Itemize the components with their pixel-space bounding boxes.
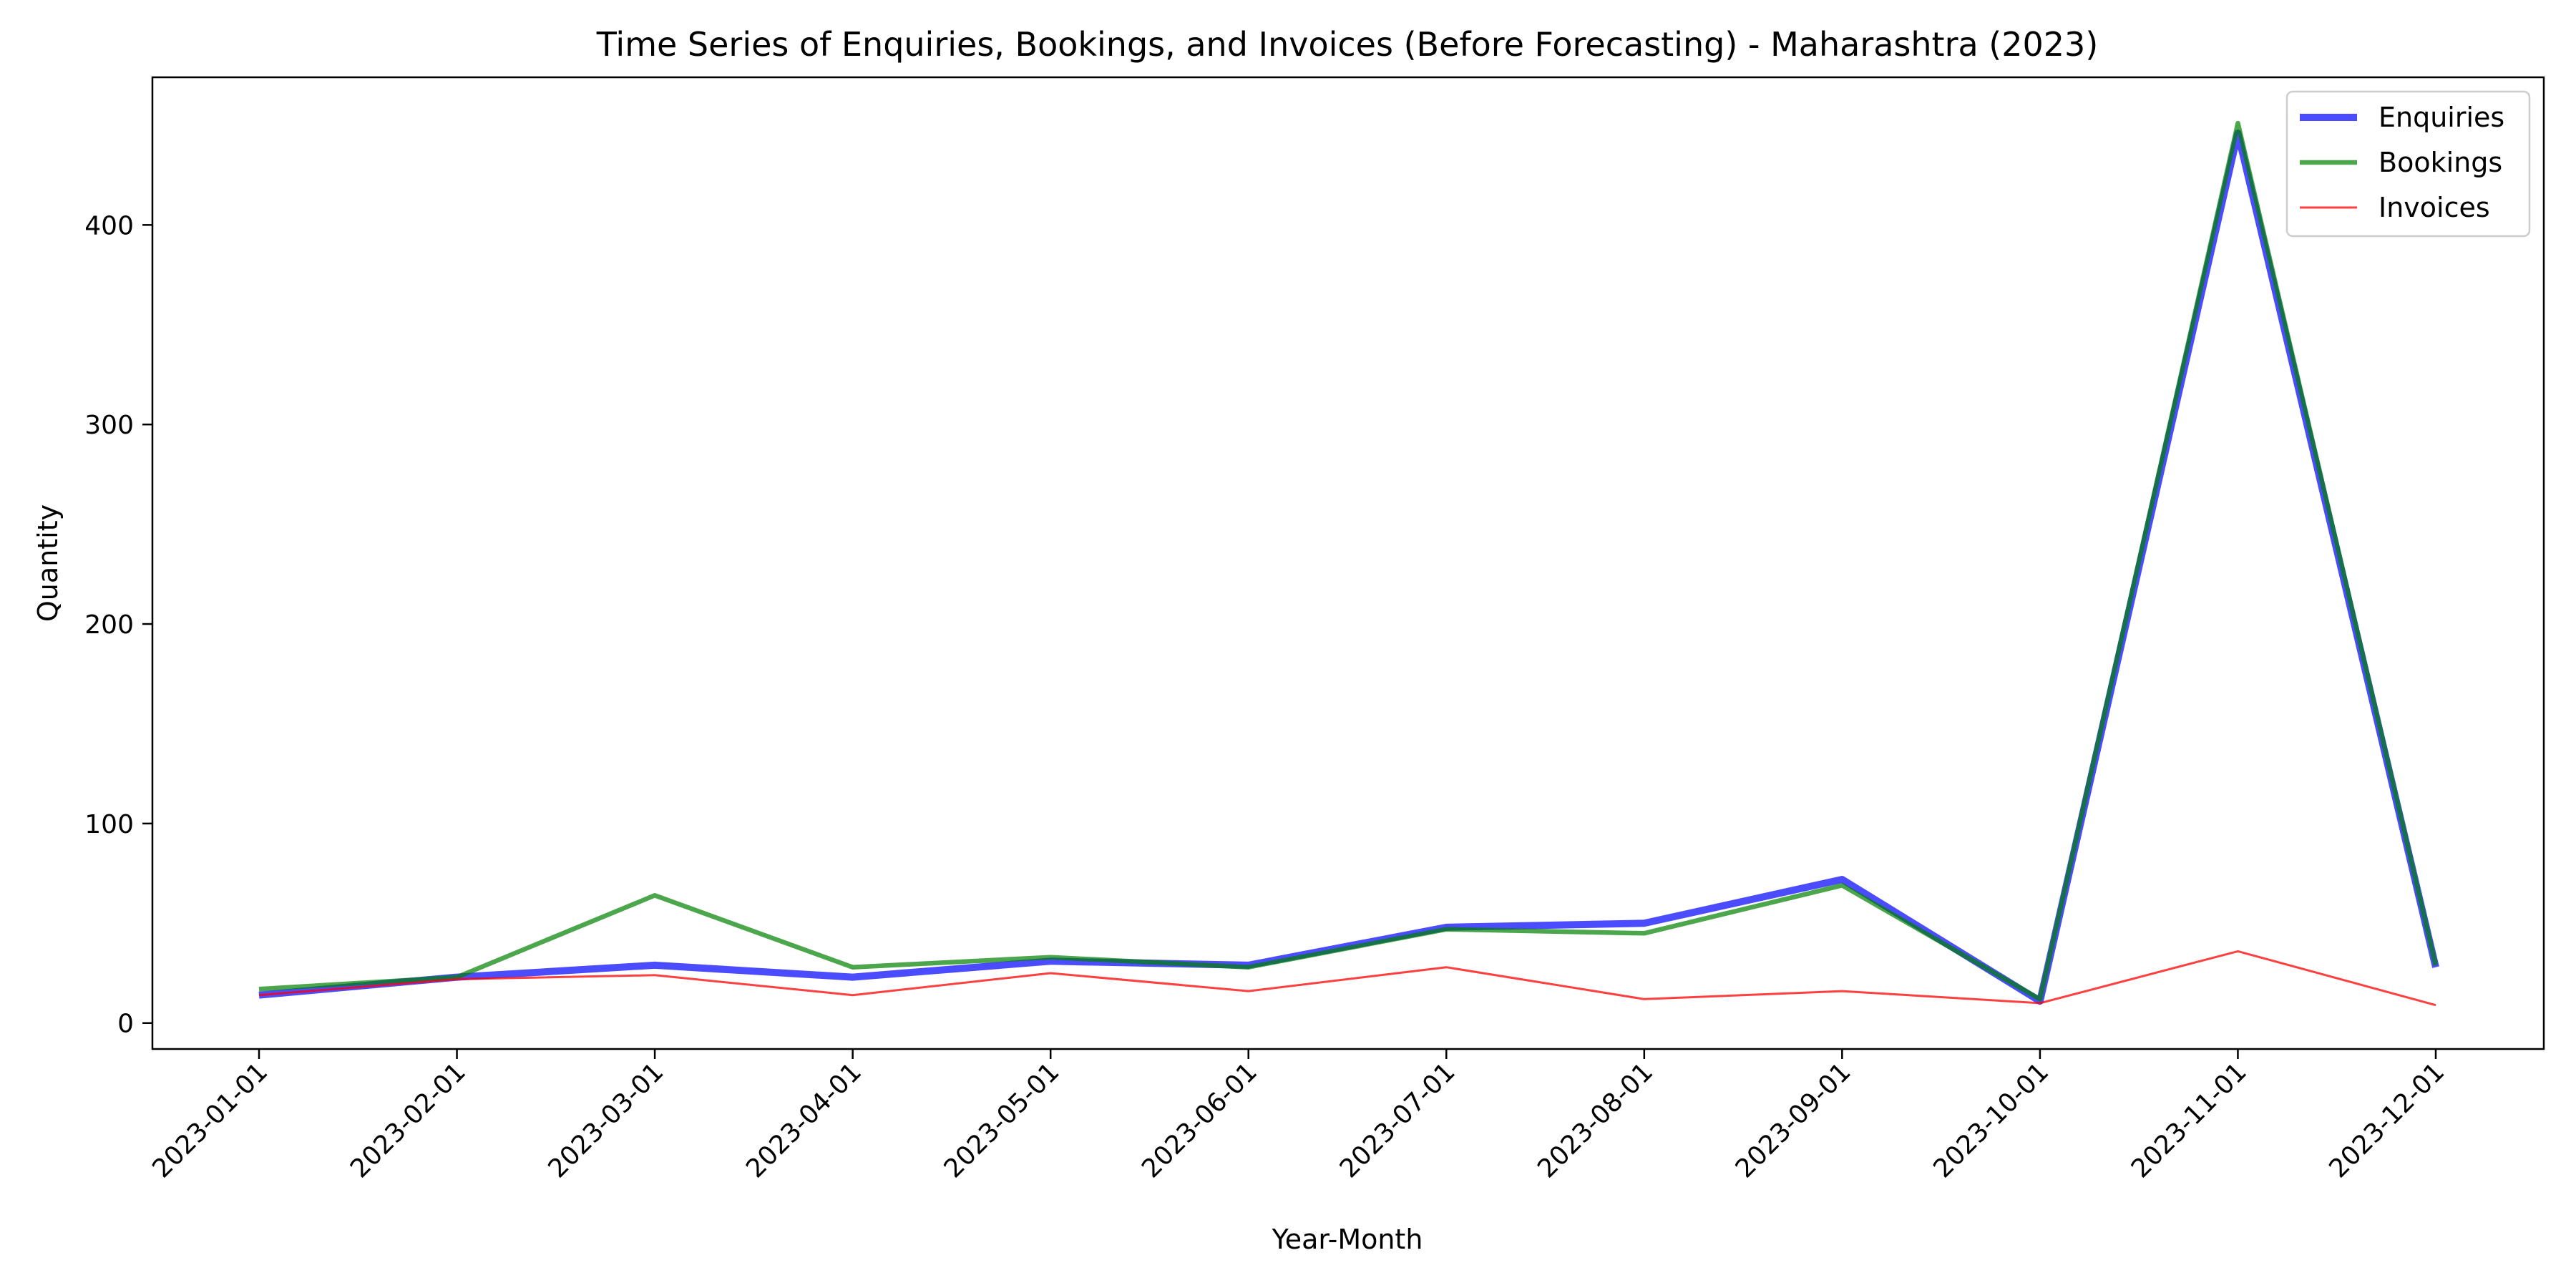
y-axis-title: Quantity xyxy=(32,504,64,622)
y-axis: 0 100 200 300 400 xyxy=(84,211,152,1039)
y-tick-label: 100 xyxy=(84,810,134,839)
legend-label-enquiries: Enquiries xyxy=(2379,102,2504,133)
legend-label-invoices: Invoices xyxy=(2379,192,2490,223)
legend-label-bookings: Bookings xyxy=(2379,147,2502,178)
plot-frame xyxy=(151,76,2545,1050)
y-tick-label: 200 xyxy=(84,610,134,640)
x-axis-title: Year-Month xyxy=(1272,1224,1423,1255)
y-tick-label: 400 xyxy=(84,211,134,240)
y-tick-label: 300 xyxy=(84,411,134,440)
legend-box xyxy=(2285,90,2531,238)
chart-title: Time Series of Enquiries, Bookings, and … xyxy=(596,25,2099,64)
series-line-invoices xyxy=(258,950,2436,1007)
legend: Enquiries Bookings Invoices xyxy=(2285,90,2531,238)
series-line-bookings xyxy=(258,120,2439,1002)
y-tick-label: 0 xyxy=(117,1010,134,1039)
series-layer xyxy=(258,120,2439,1007)
